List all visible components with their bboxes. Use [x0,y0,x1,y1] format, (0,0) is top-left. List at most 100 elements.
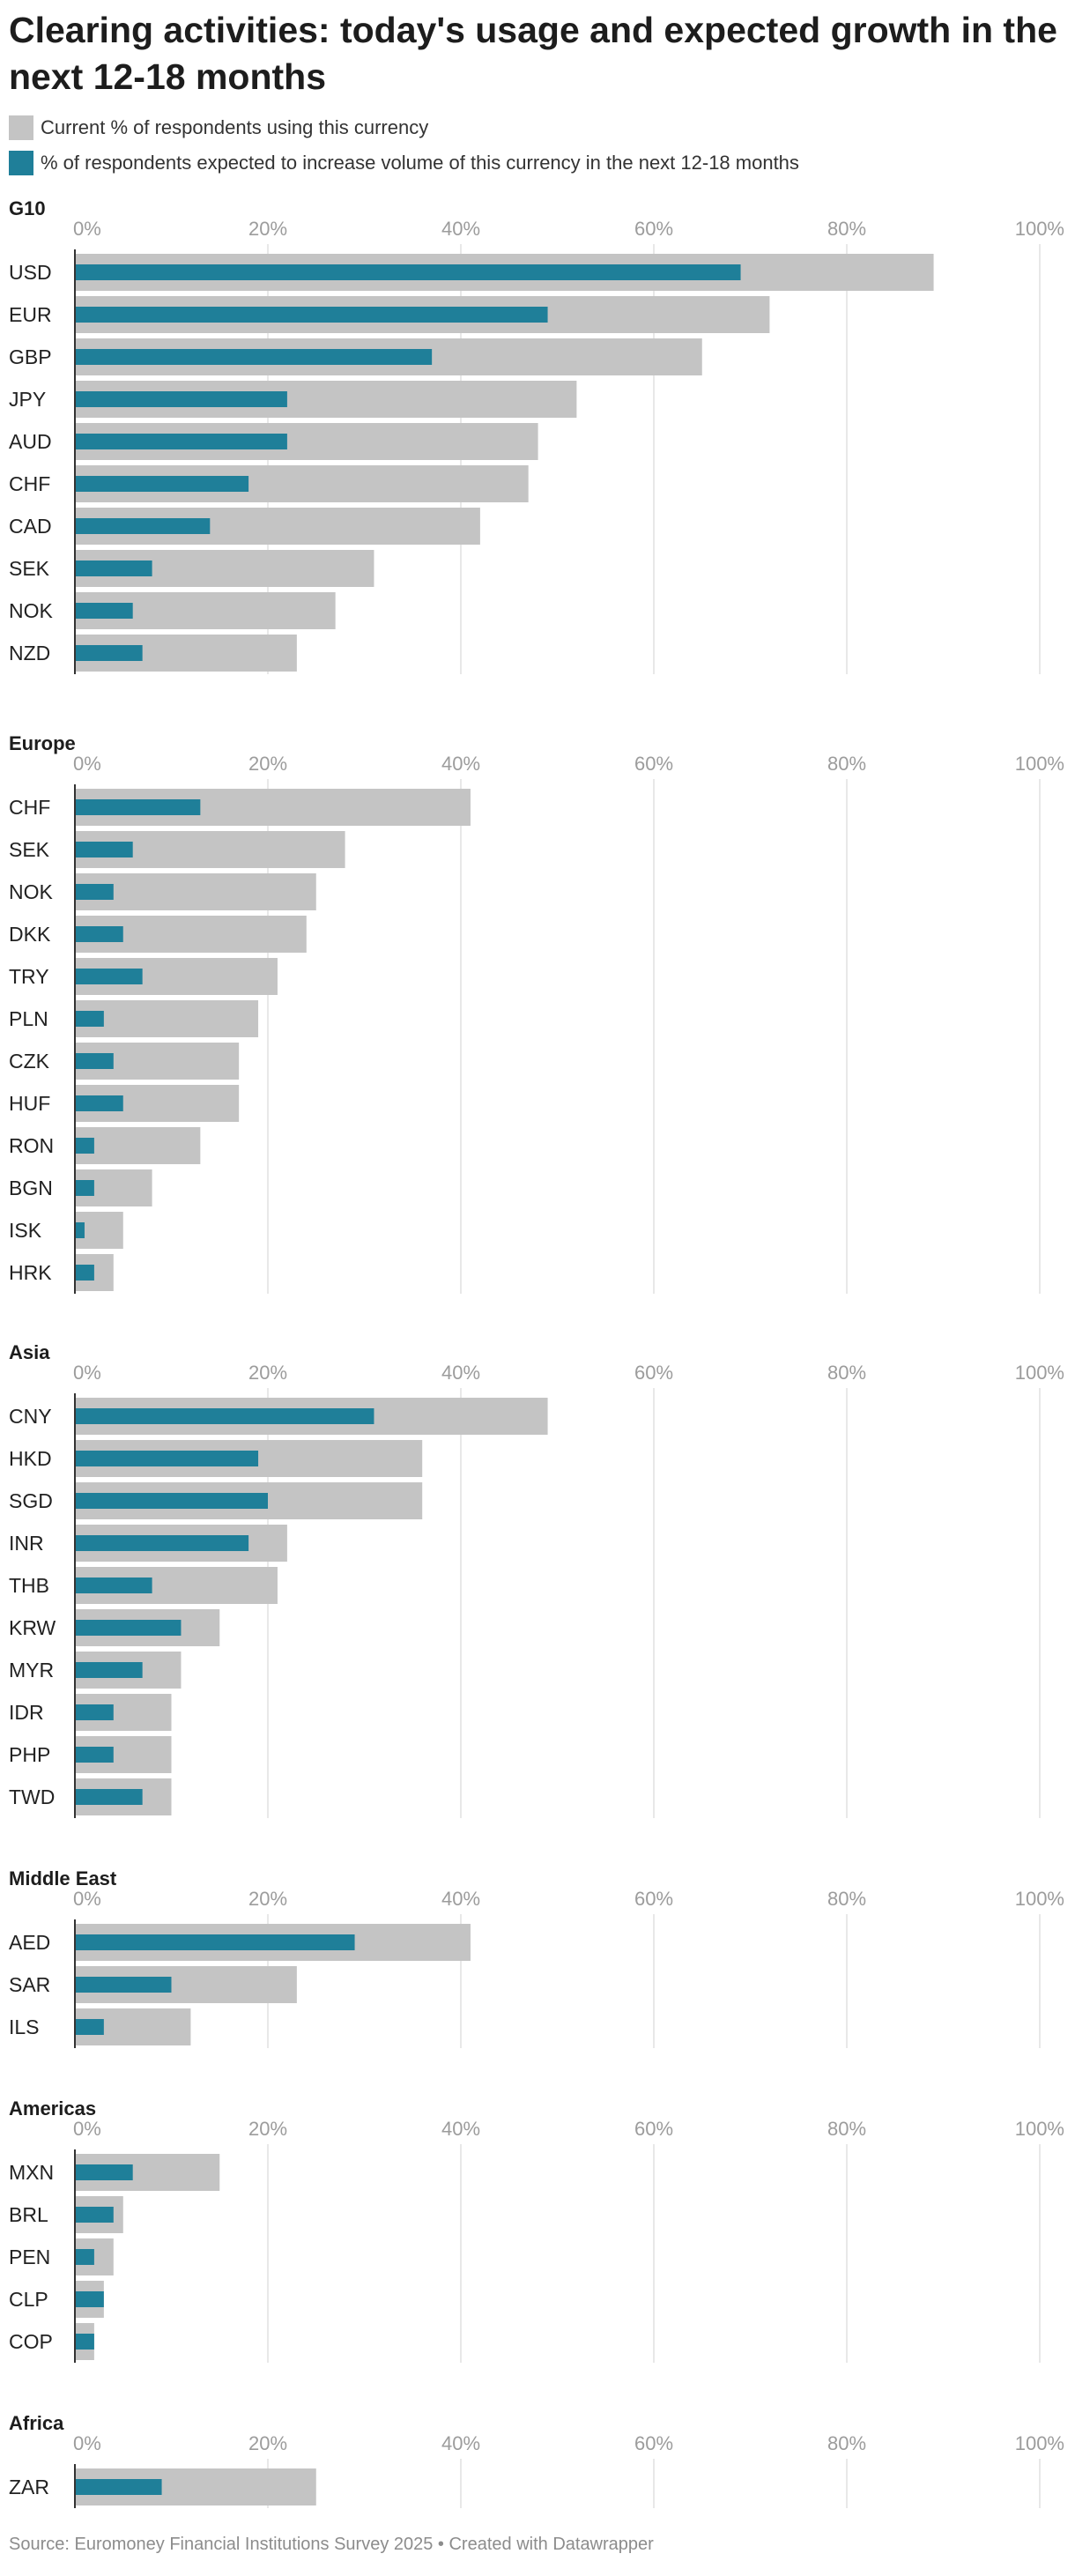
bar-expected [75,2291,104,2307]
x-tick-label: 0% [73,753,101,775]
bar-expected [75,391,287,407]
bar-expected [75,2249,94,2265]
bar-current [75,1000,259,1037]
x-tick-label: 40% [441,2118,480,2140]
category-label: TWD [9,1785,55,1808]
x-tick-label: 60% [634,753,673,775]
bar-expected [75,2019,104,2035]
bar-expected [75,560,152,576]
category-label: ISK [9,1219,42,1242]
bar-expected [75,1011,104,1027]
bar-expected [75,434,287,449]
x-tick-label: 100% [1015,2118,1064,2140]
panel-title: G10 [9,197,46,219]
bar-expected [75,2479,162,2495]
bar-current [75,873,316,910]
bar-expected [75,603,133,619]
x-tick-label: 20% [248,1888,287,1910]
x-tick-label: 40% [441,218,480,240]
x-tick-label: 40% [441,1888,480,1910]
bar-expected [75,1222,85,1238]
category-label: EUR [9,303,52,326]
bar-expected [75,1451,259,1466]
bar-expected [75,926,123,942]
category-label: CLP [9,2288,48,2311]
x-tick-label: 0% [73,2432,101,2454]
bar-expected [75,1095,123,1111]
x-tick-label: 100% [1015,218,1064,240]
bar-expected [75,884,114,900]
bar-expected [75,1934,355,1950]
x-tick-label: 20% [248,218,287,240]
category-label: BRL [9,2203,48,2226]
x-tick-label: 80% [827,218,866,240]
legend-swatch-current [9,115,33,140]
x-tick-label: 80% [827,1888,866,1910]
category-label: NOK [9,880,54,903]
x-tick-label: 20% [248,2118,287,2140]
x-tick-label: 0% [73,1362,101,1384]
category-label: NZD [9,642,50,664]
bar-expected [75,1578,152,1593]
x-tick-label: 100% [1015,2432,1064,2454]
bar-expected [75,2164,133,2180]
legend-swatch-expected [9,151,33,175]
bar-expected [75,1535,249,1551]
x-tick-label: 40% [441,2432,480,2454]
x-tick-label: 60% [634,1888,673,1910]
bar-expected [75,1180,94,1196]
bar-expected [75,1977,172,1993]
bar-expected [75,518,211,534]
x-tick-label: 60% [634,1362,673,1384]
bar-expected [75,1493,268,1509]
bar-expected [75,349,433,365]
category-label: USD [9,261,52,284]
category-label: NOK [9,599,54,622]
panel-title: Europe [9,732,76,754]
panel-title: Middle East [9,1867,117,1889]
bar-expected [75,799,201,815]
bar-expected [75,1138,94,1154]
category-label: HKD [9,1447,52,1470]
category-label: KRW [9,1616,56,1639]
category-label: BGN [9,1177,53,1199]
legend-label-current: Current % of respondents using this curr… [41,116,429,138]
bar-expected [75,2207,114,2223]
category-label: CZK [9,1050,50,1073]
category-label: MXN [9,2161,54,2184]
category-label: HRK [9,1261,52,1284]
bar-expected [75,1789,143,1805]
category-label: AUD [9,430,52,453]
category-label: DKK [9,923,51,946]
bar-expected [75,1408,374,1424]
x-tick-label: 80% [827,1362,866,1384]
category-label: CHF [9,472,50,495]
panel-title: Asia [9,1341,50,1363]
x-tick-label: 60% [634,2118,673,2140]
category-label: RON [9,1134,54,1157]
x-tick-label: 40% [441,753,480,775]
x-tick-label: 0% [73,2118,101,2140]
bar-expected [75,2334,94,2350]
x-tick-label: 20% [248,753,287,775]
category-label: CHF [9,796,50,819]
x-tick-label: 100% [1015,1362,1064,1384]
x-tick-label: 100% [1015,753,1064,775]
bar-expected [75,307,548,323]
category-label: JPY [9,388,46,411]
x-tick-label: 40% [441,1362,480,1384]
x-tick-label: 80% [827,2432,866,2454]
category-label: GBP [9,345,52,368]
bar-expected [75,264,741,280]
bar-expected [75,476,249,492]
legend-label-expected: % of respondents expected to increase vo… [41,152,799,174]
category-label: THB [9,1574,49,1597]
category-label: COP [9,2330,53,2353]
category-label: PHP [9,1743,50,1766]
bar-expected [75,1662,143,1678]
bar-expected [75,1053,114,1069]
x-tick-label: 0% [73,218,101,240]
panel-title: Africa [9,2412,64,2434]
legend-item-current: Current % of respondents using this curr… [9,115,428,141]
